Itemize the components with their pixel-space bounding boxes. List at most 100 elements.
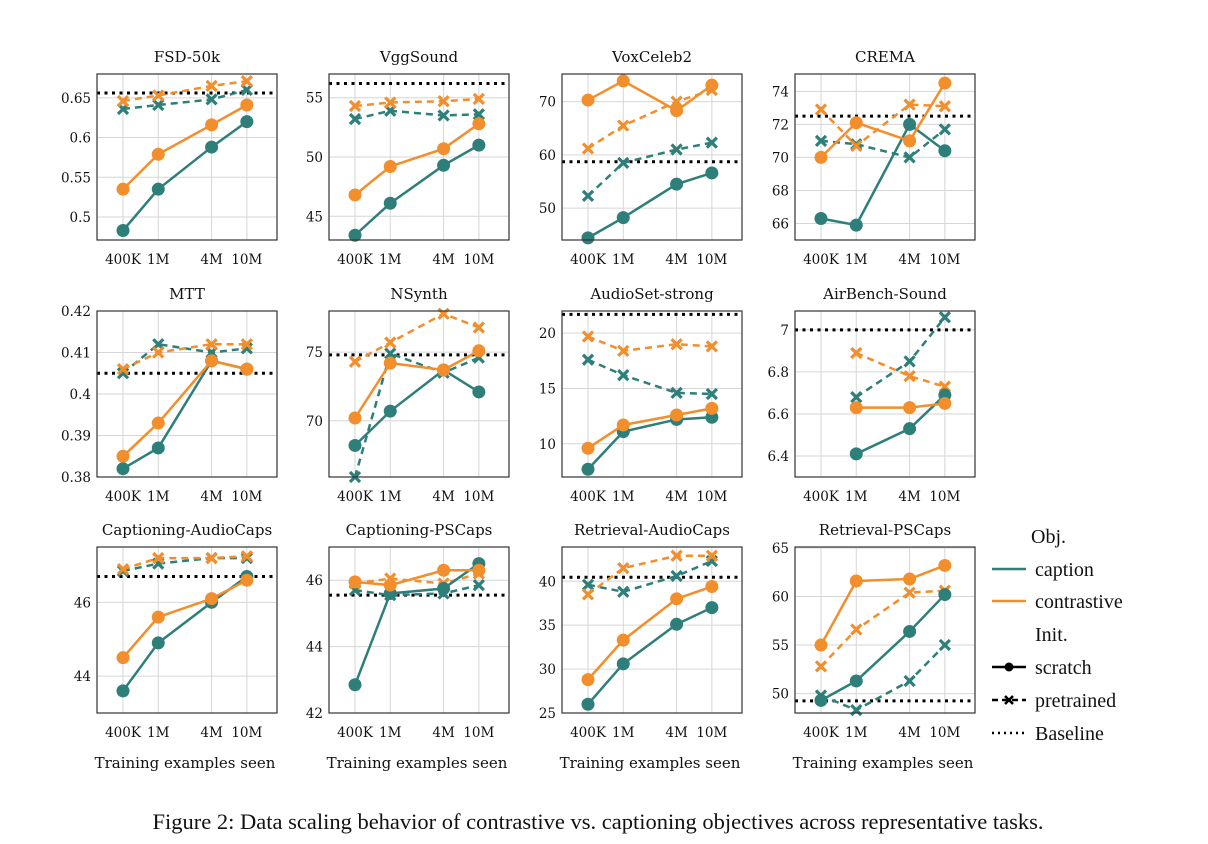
y-tick-label: 0.38 (61, 470, 91, 486)
data-point-contrastive-pretrained (240, 338, 253, 351)
data-point-caption-pretrained (384, 347, 397, 360)
data-point-caption-pretrained (903, 355, 916, 368)
y-tick-label: 50 (772, 687, 789, 703)
subplot-airbench-sound: 400K 1M 4M 10M 6.4 6.6 6.8 7 AirBench-Sound (768, 285, 976, 505)
series-line-contrastive-scratch (353, 349, 480, 419)
data-point-contrastive-pretrained (348, 99, 362, 113)
data-point-caption-pretrained (617, 369, 630, 382)
y-tick-label: 0.41 (61, 346, 91, 362)
y-tick-label: 70 (306, 414, 323, 430)
data-point-contrastive-pretrained (670, 95, 683, 108)
series-line-caption-pretrained (122, 88, 248, 111)
x-tick-label: 400K (570, 489, 607, 505)
data-point-contrastive-scratch (116, 449, 130, 463)
series-line-caption-scratch (820, 122, 946, 227)
series-line-contrastive-scratch (587, 585, 713, 681)
data-point-contrastive-pretrained (850, 139, 863, 152)
data-point-caption-scratch (437, 158, 451, 172)
series-line-contrastive-pretrained (122, 342, 247, 371)
x-tick-label: 10M (231, 252, 262, 268)
data-point-caption-pretrained (116, 367, 130, 380)
legend-baseline-label: Baseline (1035, 723, 1104, 745)
series-line-caption-scratch (122, 120, 248, 232)
series-line-contrastive-pretrained (354, 572, 480, 585)
y-tick-label: 0.4 (70, 387, 91, 403)
y-tick-label: 65 (772, 541, 789, 557)
series-line-caption-scratch (353, 562, 480, 686)
x-axis-label: Training examples seen (327, 754, 508, 772)
x-tick-label: 400K (105, 489, 142, 505)
subplot-captioning-pscaps: 400K 1M 4M 10M 42 44 46 Captioning-PSCaps Traini… (306, 521, 510, 772)
data-point-caption-scratch (938, 588, 952, 602)
series-line-caption-scratch (587, 171, 713, 239)
data-point-caption-pretrained (814, 134, 828, 148)
series-line-contrastive-scratch (122, 579, 248, 659)
data-point-caption-pretrained (903, 674, 916, 688)
data-point-contrastive-scratch (814, 150, 828, 164)
x-tick-label: 10M (231, 725, 262, 741)
axes-frame (96, 546, 278, 714)
data-point-caption-scratch (581, 697, 595, 711)
data-point-contrastive-pretrained (240, 550, 253, 563)
data-point-contrastive-pretrained (617, 344, 630, 357)
data-point-caption-scratch (383, 196, 397, 210)
data-point-contrastive-pretrained (348, 355, 362, 368)
x-tick-label: 10M (696, 725, 727, 741)
series-line-contrastive-pretrained (122, 79, 248, 103)
subplot-title: Retrieval-PSCaps (819, 521, 951, 539)
data-point-contrastive-pretrained (903, 98, 916, 111)
series-line-contrastive-scratch (820, 82, 946, 159)
series-line-contrastive-scratch (587, 407, 713, 450)
data-point-contrastive-pretrained (152, 346, 165, 359)
x-tick-label: 1M (379, 725, 402, 741)
data-point-caption-scratch (116, 223, 130, 237)
data-point-caption-pretrained (850, 391, 863, 404)
y-tick-label: 50 (306, 150, 323, 166)
data-point-caption-pretrained (670, 569, 683, 583)
series-line-caption-scratch (354, 368, 480, 447)
series-line-contrastive-scratch (354, 568, 479, 587)
y-tick-label: 46 (74, 595, 91, 611)
data-point-caption-pretrained (348, 112, 362, 126)
series-line-contrastive-scratch (354, 122, 480, 196)
x-tick-label: 400K (337, 252, 374, 268)
series-line-contrastive-pretrained (820, 103, 945, 148)
axes-frame (561, 546, 743, 714)
y-tick-label: 50 (539, 201, 556, 217)
subplot-title: AirBench-Sound (822, 285, 947, 303)
data-point-contrastive-pretrained (581, 142, 595, 155)
data-point-caption-scratch (705, 166, 719, 180)
data-point-caption-scratch (151, 182, 165, 196)
subplot-title: FSD-50k (154, 48, 221, 66)
y-tick-label: 46 (306, 573, 323, 589)
data-point-caption-pretrained (205, 93, 218, 106)
data-point-contrastive-pretrained (903, 370, 916, 383)
data-point-caption-scratch (581, 231, 595, 245)
data-point-contrastive-scratch (670, 408, 684, 422)
legend-caption-label: caption (1035, 559, 1094, 581)
x-tick-label: 1M (612, 252, 635, 268)
y-tick-label: 70 (539, 95, 556, 111)
series-line-caption-pretrained (354, 109, 479, 121)
series-line-contrastive-scratch (122, 103, 248, 191)
y-tick-label: 0.6 (70, 131, 91, 147)
data-point-caption-pretrained (938, 311, 951, 324)
data-point-contrastive-scratch (581, 441, 595, 455)
x-tick-label: 10M (463, 489, 494, 505)
x-tick-label: 10M (929, 725, 960, 741)
data-point-contrastive-pretrained (205, 338, 218, 351)
subplot-title: CREMA (855, 48, 915, 66)
data-point-caption-scratch (903, 117, 917, 131)
legend-obj-header: Obj. (1031, 526, 1066, 548)
y-tick-label: 68 (772, 183, 789, 199)
data-point-contrastive-pretrained (850, 623, 863, 636)
data-point-caption-pretrained (581, 578, 595, 591)
y-tick-label: 45 (306, 209, 323, 225)
x-tick-label: 10M (696, 489, 727, 505)
x-tick-label: 1M (379, 252, 402, 268)
x-tick-label: 10M (231, 489, 262, 505)
y-tick-label: 6.6 (768, 407, 789, 423)
y-tick-label: 44 (74, 669, 91, 685)
y-tick-label: 6.8 (768, 365, 789, 381)
